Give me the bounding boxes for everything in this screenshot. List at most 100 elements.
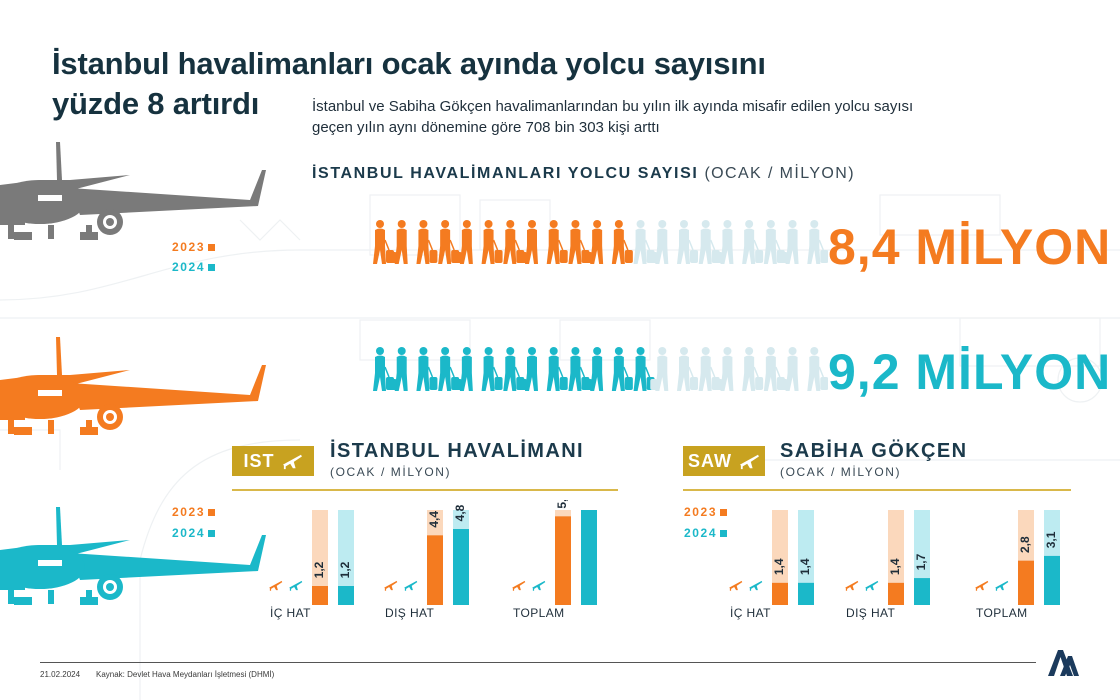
flight-type-icon [845, 580, 879, 591]
flight-type-icon [729, 580, 763, 591]
section-title-unit: (OCAK / MİLYON) [704, 165, 855, 182]
saw-badge: SAW [683, 446, 765, 476]
passenger-icon [454, 220, 473, 264]
legend-2024-top-swatch [208, 264, 216, 272]
saw-unit: (OCAK / MİLYON) [780, 465, 902, 479]
subtitle-line2: geçen yılın aynı dönemine göre 708 bin 3… [312, 119, 660, 136]
ist-unit: (OCAK / MİLYON) [330, 465, 452, 479]
passenger-icon [611, 347, 633, 391]
total-2024: 9,2 MİLYON [828, 344, 1112, 400]
passenger-icon [677, 347, 698, 391]
bar-value-label: 1,2 [338, 561, 352, 578]
saw-divider [683, 489, 1071, 491]
passenger-icon [807, 220, 828, 264]
passenger-icon [546, 220, 568, 264]
legend-2023-saw-label: 2023 [684, 505, 718, 519]
section-title-text: İSTANBUL HAVALİMANLARI YOLCU SAYISI [312, 165, 699, 182]
passenger-icon [481, 220, 503, 264]
flight-type-icon [384, 580, 418, 591]
legend-2023-bottom-swatch [208, 509, 216, 517]
flight-type-icon [512, 580, 546, 591]
section-title: İSTANBUL HAVALİMANLARI YOLCU SAYISI (OCA… [312, 165, 855, 183]
passenger-icon [677, 220, 698, 264]
passenger-icon [715, 220, 734, 264]
saw-bar-chart: İÇ HAT 1,4 1,4 DIŞ HAT 1,4 1,7 TOPLAM 2,8 3,1 [729, 510, 1060, 620]
legend-2024-saw-swatch [720, 530, 728, 538]
page-title-line1: İstanbul havalimanları ocak ayında yolcu… [52, 46, 766, 81]
ist-code: IST [243, 450, 275, 471]
passenger-icon [389, 347, 408, 391]
bar-2023 [1018, 560, 1034, 605]
airplane-icon [740, 454, 759, 470]
bar-value-label: 1,4 [798, 558, 812, 575]
legend-2023-saw: 2023 [684, 505, 728, 519]
bar-2024 [1044, 555, 1060, 605]
category-label: DIŞ HAT [846, 606, 896, 620]
bar-background [798, 510, 814, 605]
legend-2023-top: 2023 [172, 240, 216, 254]
legend-2024-top-label: 2024 [172, 260, 206, 274]
bar-value-label: 3,1 [1044, 531, 1058, 548]
bar-value-label: 4,4 [427, 511, 441, 528]
passenger-icon [520, 347, 538, 391]
bar-2023 [427, 535, 443, 605]
passenger-icon [650, 220, 669, 264]
footer-date: 21.02.2024 [40, 670, 81, 679]
legend-2023-bottom-label: 2023 [172, 505, 206, 519]
passenger-icon [520, 220, 538, 264]
category-label: İÇ HAT [270, 606, 311, 620]
category-label: DIŞ HAT [385, 606, 435, 620]
bar-value-label: 1,4 [772, 558, 786, 575]
passenger-icon [742, 220, 764, 264]
airplane-gray-icon [0, 142, 266, 240]
airplane-teal-icon [0, 507, 266, 605]
flight-type-icon [975, 580, 1009, 591]
bar-2023 [555, 516, 571, 605]
bar-value-label: 1,4 [888, 558, 902, 575]
legend-2024-bottom: 2024 [172, 526, 216, 540]
legend-2023-top-swatch [208, 244, 216, 252]
bar-2023 [312, 586, 328, 605]
ist-title: İSTANBUL HAVALİMANI [330, 440, 584, 462]
passenger-icon [389, 220, 408, 264]
bar-2024 [338, 586, 354, 605]
total-2023: 8,4 MİLYON [828, 219, 1112, 275]
airplane-icon [282, 454, 302, 470]
footer-rule [40, 662, 1036, 663]
passenger-icon [698, 220, 720, 264]
legend-2024-saw: 2024 [684, 526, 728, 540]
passenger-icon [416, 347, 438, 391]
legend-2024-bottom-label: 2024 [172, 526, 206, 540]
bar-background [772, 510, 788, 605]
bar-background [312, 510, 328, 605]
passenger-icon [454, 347, 473, 391]
legend-2024-bottom-swatch [208, 530, 216, 538]
passenger-icon [780, 220, 799, 264]
passenger-icon [546, 347, 568, 391]
passenger-icon [780, 347, 799, 391]
pictogram-2023 [373, 220, 828, 264]
legend-2024-saw-label: 2024 [684, 526, 718, 540]
passenger-icon [763, 220, 785, 264]
passenger-icon [742, 347, 764, 391]
passenger-icon [633, 347, 655, 391]
bar-2024 [581, 510, 597, 605]
legend-2023-saw-swatch [720, 509, 728, 517]
bar-value-label: 2,8 [1018, 536, 1032, 553]
category-label: İÇ HAT [730, 606, 771, 620]
bar-2024 [914, 578, 930, 605]
category-label: TOPLAM [513, 606, 565, 620]
legend-2023-bottom: 2023 [172, 505, 216, 519]
passenger-icon [611, 220, 633, 264]
bar-2023 [888, 582, 904, 605]
legend-2024-top: 2024 [172, 260, 216, 274]
passenger-icon [585, 347, 604, 391]
ist-divider [232, 489, 618, 491]
saw-title: SABİHA GÖKÇEN [780, 440, 968, 462]
passenger-icon [416, 220, 438, 264]
footer-source: Kaynak: Devlet Hava Meydanları İşletmesi… [96, 670, 275, 679]
bar-2024 [798, 582, 814, 605]
passenger-icon [715, 347, 734, 391]
bar-background [888, 510, 904, 605]
